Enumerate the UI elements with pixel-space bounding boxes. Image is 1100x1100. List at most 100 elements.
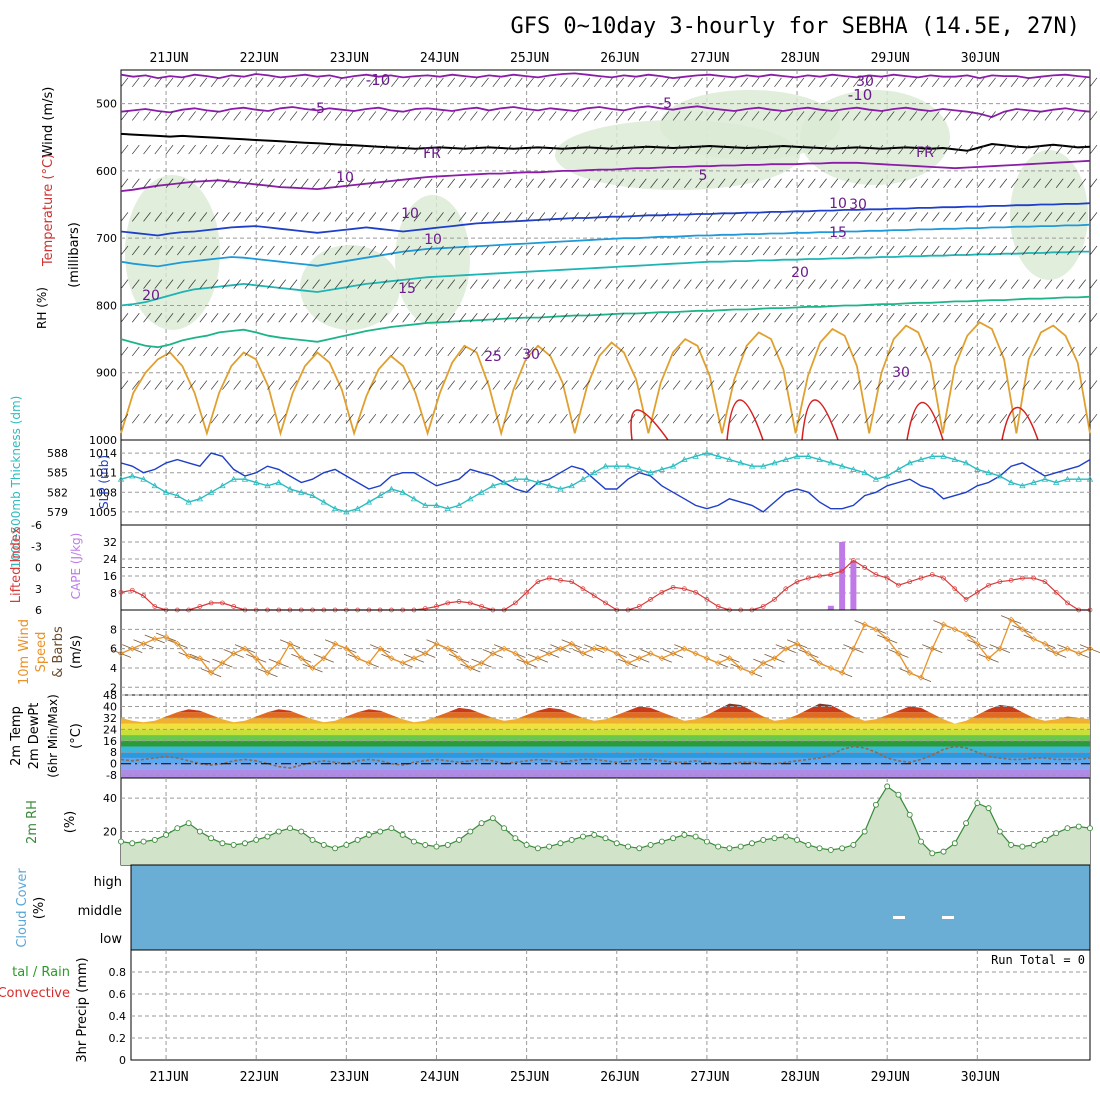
wind-barb <box>458 212 467 222</box>
wind-barb <box>650 178 658 188</box>
wind-barb <box>639 313 647 323</box>
wind-marker <box>253 655 260 662</box>
wind-barb <box>244 413 253 424</box>
wind-barb <box>470 111 478 121</box>
wind-marker <box>929 645 936 652</box>
wind-barb <box>503 279 512 289</box>
wind-barb <box>278 413 287 424</box>
rh-marker <box>872 801 879 808</box>
wind-barb <box>898 111 906 121</box>
rh-marker <box>996 828 1003 835</box>
wind-barb <box>931 212 940 222</box>
wind-barb <box>526 380 534 390</box>
tick-label: 579 <box>47 506 68 519</box>
wind-barb <box>1044 212 1053 222</box>
wind-barb <box>1089 245 1098 256</box>
wind-barb <box>830 413 839 424</box>
wind-barb <box>920 111 929 121</box>
wind-barb <box>751 245 760 256</box>
wind-barb <box>458 245 467 256</box>
rh-marker <box>287 825 293 832</box>
lifted-marker <box>591 593 597 599</box>
wind-barb <box>740 346 748 357</box>
lifted-marker <box>524 589 529 595</box>
temp-band <box>121 746 1090 753</box>
wind-barb <box>965 245 974 256</box>
wind-barb <box>661 178 670 188</box>
rh-marker <box>929 850 936 857</box>
wind-barb <box>424 77 433 88</box>
wind-barb <box>458 279 467 289</box>
wind-barb <box>357 144 365 155</box>
wind-barb <box>875 279 884 289</box>
wind-barb <box>1010 346 1019 357</box>
lifted-marker <box>670 584 676 590</box>
wind-barb <box>210 313 219 323</box>
wind-barb <box>1010 111 1019 121</box>
wind-barb <box>672 111 681 121</box>
wind-barb <box>560 279 568 289</box>
wind-barb <box>177 77 185 88</box>
wind-barb <box>582 178 591 188</box>
wind-barb <box>143 279 151 289</box>
wind-barb <box>954 178 963 188</box>
wind-barb <box>762 111 771 121</box>
wind-barb <box>740 245 748 256</box>
wind-barb <box>650 380 658 390</box>
wind-barb <box>853 380 861 390</box>
wind-barb <box>526 279 534 289</box>
wind-barb <box>334 212 343 222</box>
rh-marker <box>151 836 158 843</box>
thickness-marker <box>602 462 609 469</box>
wind-barb <box>1055 178 1064 188</box>
thickness-marker <box>455 502 463 508</box>
wind-marker <box>805 650 812 657</box>
wind-barb <box>424 380 433 390</box>
wind-barb <box>346 178 354 188</box>
lifted-marker <box>794 579 800 585</box>
temp-band <box>121 717 1090 724</box>
wind-barb <box>165 279 174 289</box>
wind-barb <box>379 178 388 188</box>
wind-barb <box>323 313 332 323</box>
wind-marker <box>163 633 170 641</box>
wind-marker <box>1019 626 1026 633</box>
wind-barb <box>436 313 444 323</box>
rh-marker <box>827 846 834 853</box>
wind-barb <box>774 144 782 155</box>
wind-marker <box>388 655 395 662</box>
wind-barb <box>920 413 929 424</box>
axis-label: Lifted Index <box>9 526 24 603</box>
isotherm-line <box>120 202 1091 237</box>
wind-barb <box>526 111 534 121</box>
rh-marker <box>1041 836 1048 843</box>
wind-barb <box>1067 413 1075 424</box>
tick-label: 24 <box>103 553 117 566</box>
wind-barb <box>582 313 591 323</box>
wind-barb <box>1078 346 1087 357</box>
wind-barb <box>965 144 974 155</box>
thickness-marker <box>1041 475 1049 482</box>
wind-barb <box>774 413 782 424</box>
series-line <box>120 618 1091 679</box>
thickness-marker <box>185 498 192 505</box>
wind-barb <box>751 212 760 222</box>
wind-barb <box>999 380 1008 390</box>
wind-barb <box>1055 380 1064 390</box>
wind-barb <box>740 144 748 155</box>
wind-barb <box>548 178 557 188</box>
wind-barb <box>357 178 365 188</box>
axis-label: 1000-500mb Thickness (dm) <box>9 396 23 569</box>
rh-marker <box>275 828 282 835</box>
wind-barb <box>413 178 422 188</box>
panel-cloud-cover: high middle low Cloud Cover (%) <box>15 864 1091 951</box>
wind-barb <box>233 346 241 357</box>
wind-barb <box>1033 346 1041 357</box>
wind-barb <box>402 313 410 323</box>
wind-barb <box>560 380 568 390</box>
thickness-marker <box>962 459 970 466</box>
wind-barb <box>222 313 230 323</box>
rh-marker <box>230 841 237 848</box>
lifted-marker <box>862 565 868 570</box>
wind-barb <box>334 77 343 88</box>
